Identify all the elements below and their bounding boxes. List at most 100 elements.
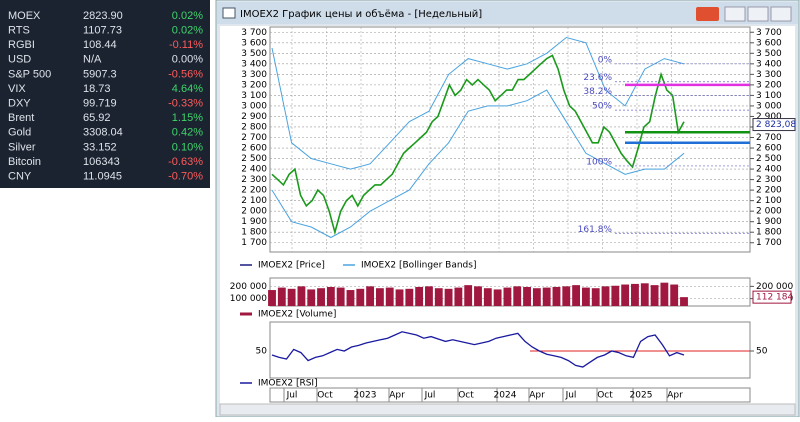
fib-label: 38.2% — [583, 87, 612, 97]
ticker-panel — [0, 0, 210, 188]
ticker-value: 11.0945 — [83, 171, 122, 183]
y-tick-label: 3 400 — [241, 59, 267, 69]
legend-label: IMOEX2 [Volume] — [258, 310, 336, 320]
y-tick-label: 2 000 — [241, 207, 267, 217]
ticker-change: -0.63% — [168, 156, 203, 168]
y-tick-label: 1 700 — [241, 238, 267, 248]
y2-tick-label: 3 500 — [756, 49, 782, 59]
volume-bar — [307, 289, 316, 306]
x-tick-label: Apr — [529, 391, 545, 401]
ticker-change: -0.56% — [168, 68, 203, 80]
minimize-button[interactable] — [724, 6, 746, 22]
ticker-change: 0.02% — [172, 10, 203, 22]
y2-tick-label: 2 000 — [756, 207, 782, 217]
title-bar — [217, 2, 798, 24]
maximize-button[interactable] — [747, 6, 769, 22]
ticker-value: 99.719 — [83, 98, 117, 110]
rsi-line — [271, 331, 685, 368]
y2-tick-label: 50 — [756, 347, 768, 357]
scrollbar[interactable] — [219, 403, 796, 416]
y2-tick-label: 3 600 — [756, 38, 782, 48]
y2-tick-label: 2 300 — [756, 175, 782, 185]
volume-bar — [631, 283, 639, 306]
ticker-name: Gold — [8, 127, 31, 139]
legend-label: IMOEX2 [Price] — [258, 261, 325, 271]
y-tick-label: 3 200 — [241, 80, 267, 90]
volume-bar — [326, 286, 335, 306]
y2-tick-label: 1 900 — [756, 217, 782, 227]
volume-bar — [268, 290, 276, 306]
ticker-name: Bitcoin — [8, 156, 41, 168]
y2-tick-label: 3 100 — [756, 91, 782, 101]
close-button[interactable] — [770, 6, 792, 22]
y2-tick-label: 3 700 — [756, 28, 782, 38]
bollinger-lower — [271, 89, 685, 239]
ticker-change: -0.33% — [168, 98, 203, 110]
x-tick-label: Jul — [424, 391, 436, 401]
volume-bar — [542, 287, 551, 306]
y-tick-label: 3 600 — [241, 38, 267, 48]
ticker-value: 106343 — [83, 156, 120, 168]
volume-bar — [621, 284, 630, 306]
y-tick-label: 2 300 — [241, 175, 267, 185]
y-tick-label: 2 400 — [241, 165, 267, 175]
fib-label: 0% — [598, 55, 613, 65]
volume-bar — [581, 287, 590, 306]
x-tick-label: Oct — [317, 391, 333, 401]
ticker-value: 33.152 — [83, 141, 117, 153]
last-volume-box — [752, 290, 792, 304]
volume-bar — [650, 285, 659, 306]
volume-bar — [434, 288, 443, 306]
volume-bar — [356, 288, 365, 306]
y2-tick-label: 2 200 — [756, 186, 782, 196]
x-tick-label: Jul — [286, 391, 298, 401]
y-tick-label: 2 500 — [241, 154, 267, 164]
y2-tick-label: 2 900 — [756, 112, 782, 122]
volume-bar — [336, 287, 345, 306]
ticker-change: 0.02% — [172, 25, 203, 37]
x-tick-label: 2023 — [354, 391, 377, 401]
volume-bar — [493, 289, 502, 306]
ticker-change: 4.64% — [172, 83, 203, 95]
y2-tick-label: 3 000 — [756, 101, 782, 111]
volume-bar — [670, 284, 679, 306]
last-volume-label: 112 184 — [756, 293, 793, 303]
ticker-name: Brent — [8, 112, 34, 124]
y-tick-label: 50 — [256, 347, 268, 357]
y2-tick-label: 2 700 — [756, 133, 782, 143]
fib-label: 161.8% — [578, 225, 613, 235]
y-tick-label: 2 200 — [241, 186, 267, 196]
y2-tick-label: 2 500 — [756, 154, 782, 164]
y2-tick-label: 3 200 — [756, 80, 782, 90]
pane — [269, 26, 751, 253]
volume-bar — [474, 286, 482, 306]
ticker-name: MOEX — [8, 10, 41, 22]
volume-bar — [425, 286, 433, 306]
ticker-change: 0.00% — [172, 54, 203, 66]
ticker-change: -0.70% — [168, 171, 203, 183]
y2-tick-label: 2 100 — [756, 196, 782, 206]
volume-bar — [366, 286, 375, 306]
volume-bar — [483, 288, 492, 306]
fib-label: 23.6% — [583, 73, 612, 83]
y-tick-label: 3 300 — [241, 70, 267, 80]
y2-tick-label: 2 400 — [756, 165, 782, 175]
ticker-change: 0.42% — [172, 127, 203, 139]
y-tick-label: 3 500 — [241, 49, 267, 59]
ticker-value: 108.44 — [83, 39, 117, 51]
ticker-value: 2823.90 — [83, 10, 123, 22]
ticker-change: 0.10% — [172, 141, 203, 153]
volume-bar — [297, 286, 306, 306]
volume-bar — [572, 285, 581, 306]
volume-bar — [591, 288, 600, 306]
ticker-name: USD — [8, 54, 31, 66]
y2-tick-label: 1 700 — [756, 238, 782, 248]
link-button[interactable] — [696, 7, 719, 21]
ticker-name: DXY — [8, 98, 31, 110]
ticker-value: 65.92 — [83, 112, 111, 124]
x-tick-label: 2025 — [630, 391, 653, 401]
y-tick-label: 100 000 — [230, 294, 267, 304]
volume-bar — [680, 297, 688, 306]
volume-bar — [405, 288, 414, 306]
